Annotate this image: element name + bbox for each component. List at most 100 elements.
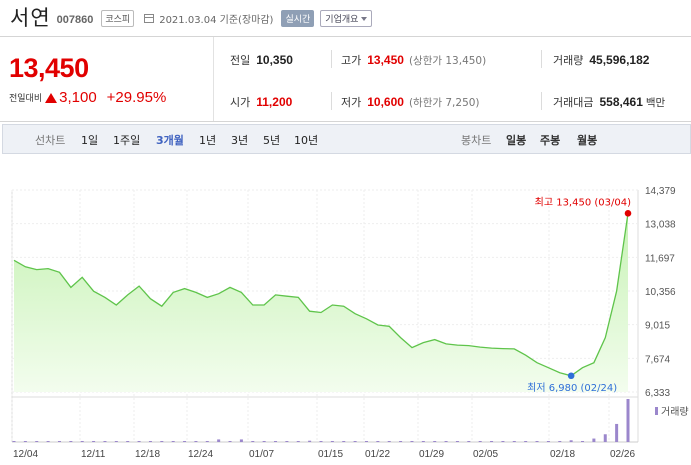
tab-1w[interactable]: 1주일 (113, 134, 141, 147)
volume-bar (92, 441, 96, 442)
upper-limit: (상한가 13,450) (408, 55, 487, 67)
y-tick-label: 9,015 (645, 321, 670, 332)
volume-bar (376, 441, 380, 442)
volume-bar (296, 441, 300, 442)
tab-3m[interactable]: 3개월 (156, 134, 184, 147)
volume-bar (353, 441, 357, 442)
tab-1y[interactable]: 1년 (199, 134, 217, 147)
volume-bar (285, 441, 289, 442)
volume-bar (615, 423, 619, 442)
volume-bar (205, 441, 209, 442)
tab-daily[interactable]: 일봉 (506, 134, 527, 147)
volume-bar (319, 441, 323, 442)
volume-bar (228, 441, 232, 442)
volume-bar (421, 441, 425, 442)
volume-value: 45,596,182 (589, 53, 650, 67)
volume-bar (183, 441, 187, 442)
x-tick-label: 01/29 (419, 449, 444, 460)
amount-unit: 백만 (645, 97, 666, 109)
high-point (624, 210, 632, 217)
volume-bar (239, 439, 243, 442)
volume-bar (433, 441, 437, 442)
y-tick-label: 7,674 (645, 354, 670, 365)
open-price: 시가 11,200 (230, 94, 292, 110)
volume-bar (69, 441, 73, 442)
low-label: 저가 (341, 96, 362, 109)
volume-bar (558, 441, 562, 442)
high-price: 고가 13,450 (상한가 13,450) (341, 52, 486, 68)
volume-bar (626, 399, 630, 442)
corp-info-dropdown[interactable]: 기업개요 (320, 10, 373, 27)
corp-info-label: 기업개요 (325, 15, 359, 25)
tab-1d[interactable]: 1일 (81, 134, 99, 147)
y-tick-label: 6,333 (645, 388, 670, 399)
volume-bar (57, 441, 61, 442)
volume-bar (148, 441, 152, 442)
base-date: 2021.03.04 기준(장마감) (159, 15, 274, 26)
tab-5y[interactable]: 5년 (263, 134, 281, 147)
y-tick-label: 14,379 (645, 186, 676, 197)
line-chart-tab[interactable]: 선차트 (35, 134, 66, 147)
volume-bar (455, 441, 459, 442)
amount-label: 거래대금 (553, 96, 594, 109)
tab-monthly[interactable]: 월봉 (577, 134, 598, 147)
volume-bar (46, 441, 50, 442)
x-tick-label: 12/04 (13, 449, 38, 460)
change-label: 전일대비 (9, 94, 43, 104)
volume-bar (251, 441, 255, 442)
volume-bar (467, 441, 471, 442)
tab-10y[interactable]: 10년 (294, 134, 319, 147)
volume-bar (387, 441, 391, 442)
high-value: 13,450 (367, 53, 404, 67)
change-percent: +29.95% (106, 89, 167, 106)
volume-bar (490, 441, 494, 442)
candle-chart-tab[interactable]: 봉차트 (461, 134, 492, 147)
volume-bar (501, 441, 505, 442)
prev-close: 전일 10,350 (230, 52, 293, 68)
x-tick-label: 12/24 (188, 449, 213, 460)
volume-label: 거래량 (553, 54, 584, 67)
volume-bar (274, 441, 278, 442)
x-tick-label: 12/11 (81, 449, 106, 460)
stock-code: 007860 (56, 13, 94, 26)
volume-bar (546, 441, 550, 442)
volume-bar (217, 439, 221, 442)
volume-bar (330, 441, 334, 442)
volume-bar (592, 438, 596, 442)
volume-bar (103, 441, 107, 442)
volume-bar (399, 441, 403, 442)
volume-bar (114, 441, 118, 442)
volume-bar (342, 441, 346, 442)
volume-bar (581, 441, 585, 442)
price-chart[interactable]: 14,379 13,038 11,697 10,356 9,015 7,674 6,333 최… (0, 182, 691, 465)
volume-bar (308, 440, 312, 442)
x-tick-label: 01/15 (318, 449, 343, 460)
high-label: 고가 (341, 54, 362, 67)
volume-bar (262, 441, 266, 442)
realtime-button[interactable]: 실시간 (281, 10, 315, 27)
volume-bar (126, 441, 130, 442)
volume-bar (569, 440, 573, 442)
x-tick-label: 02/05 (473, 449, 498, 460)
lower-limit: (하한가 7,250) (408, 97, 480, 109)
calendar-icon (144, 14, 155, 23)
volume-bar (171, 441, 175, 442)
volume-bar (137, 441, 141, 442)
volume-bar (603, 434, 607, 442)
low-value: 10,600 (367, 95, 404, 109)
stock-name: 서연 (10, 6, 51, 30)
tab-3y[interactable]: 3년 (231, 134, 249, 147)
volume-bar (364, 441, 368, 442)
volume-bar (23, 441, 27, 442)
high-label: 최고 13,450 (03/04) (535, 196, 631, 208)
volume-bar (35, 441, 39, 442)
tab-weekly[interactable]: 주봉 (540, 134, 561, 147)
x-tick-label: 02/26 (610, 449, 635, 460)
x-tick-label: 02/18 (550, 449, 575, 460)
market-badge: 코스피 (101, 10, 135, 27)
up-arrow-icon (45, 92, 58, 103)
current-price: 13,450 (9, 53, 89, 83)
volume-legend-swatch (655, 407, 658, 415)
low-price: 저가 10,600 (하한가 7,250) (341, 94, 480, 110)
price-summary: 13,450 전일대비 3,100 +29.95% 전일 10,350 고가 1… (0, 36, 691, 122)
